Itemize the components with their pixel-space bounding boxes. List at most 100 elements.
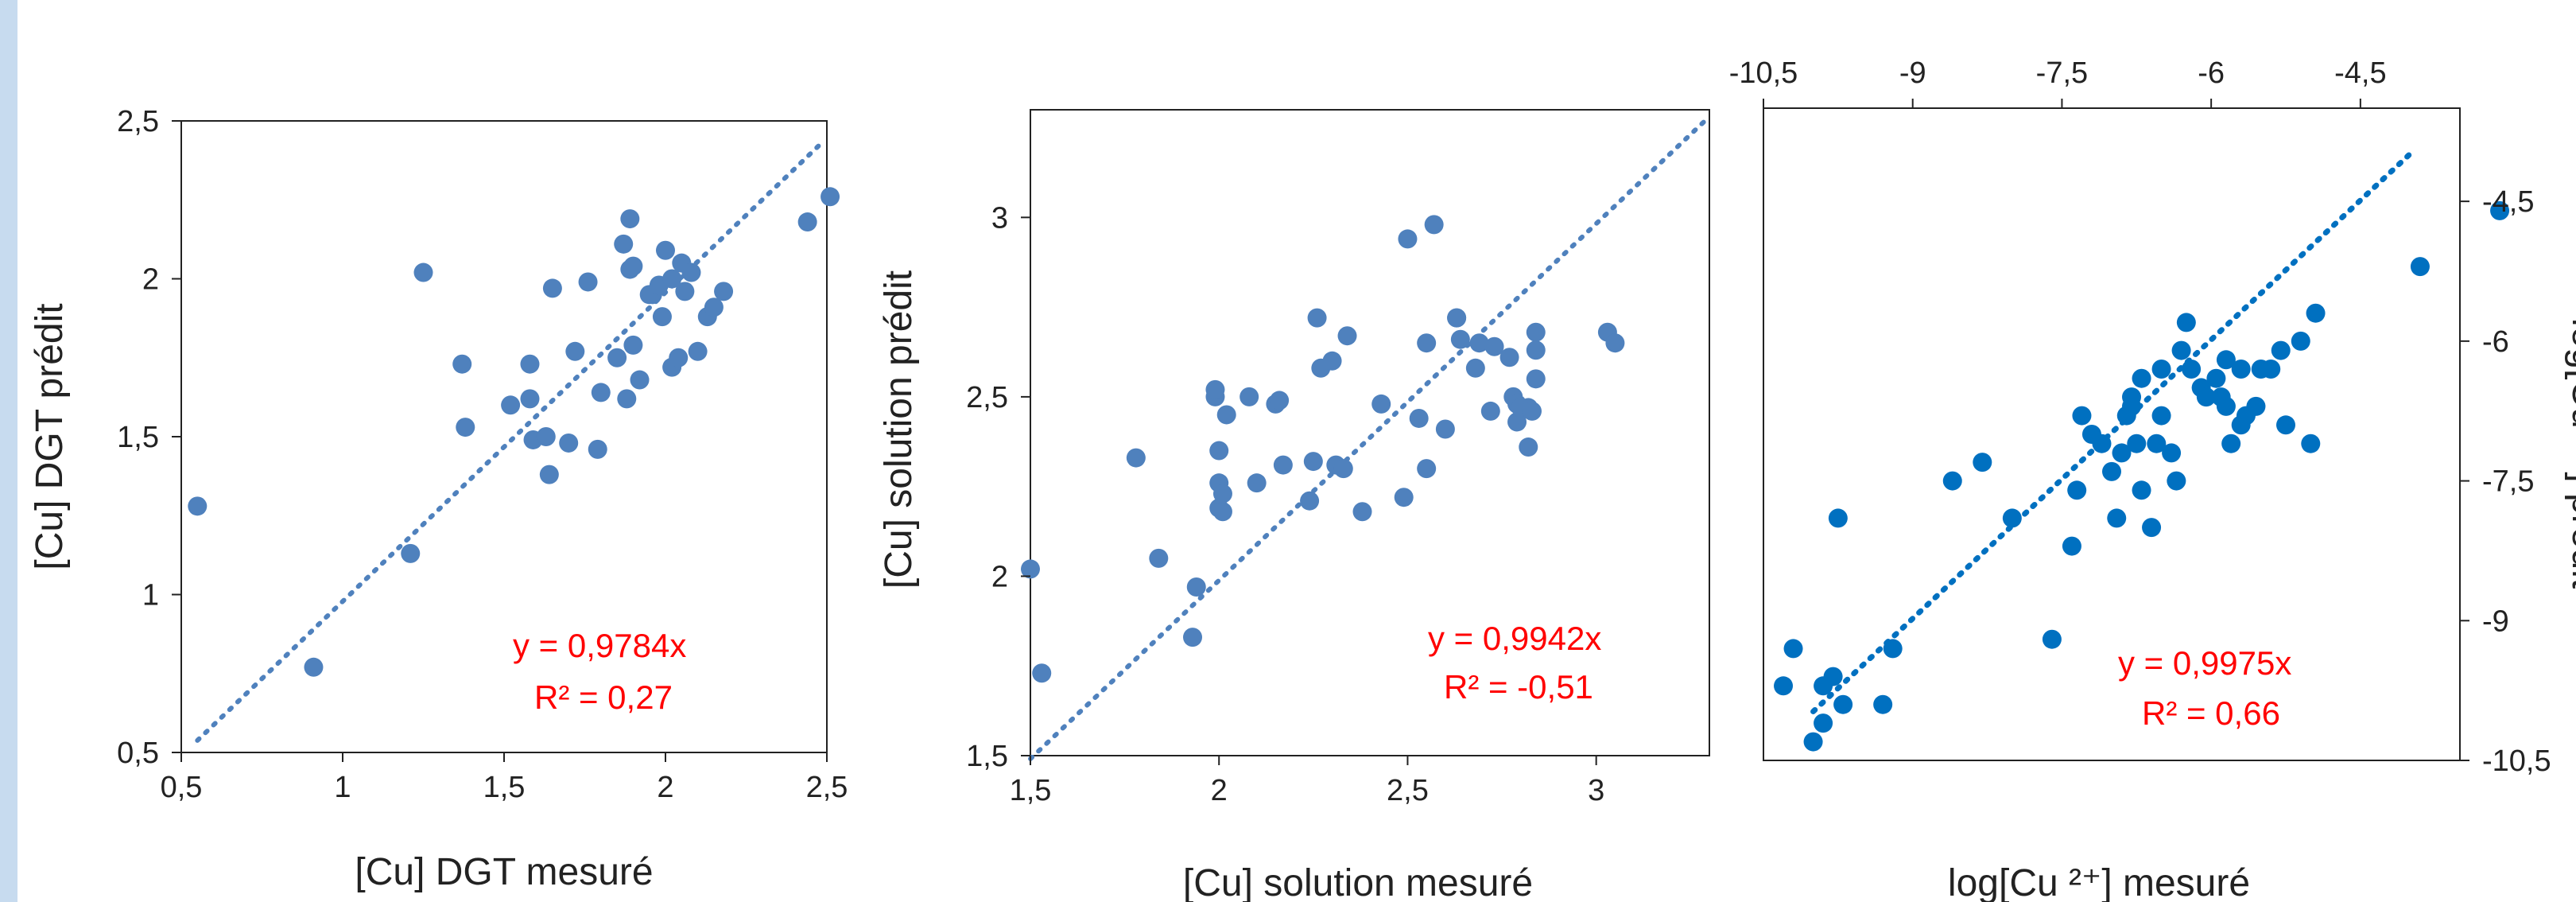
data-point — [704, 297, 724, 317]
x-tick-label: 0,5 — [161, 771, 203, 804]
data-point — [2221, 434, 2241, 453]
data-point — [1352, 502, 1372, 522]
data-point — [1126, 448, 1146, 468]
trendline — [1810, 150, 2413, 714]
data-point — [2176, 313, 2196, 332]
data-point — [656, 240, 675, 260]
data-point — [1417, 333, 1437, 353]
data-point — [2171, 340, 2191, 360]
y-tick-label: 1 — [142, 579, 159, 612]
data-point — [688, 341, 708, 361]
data-point — [2151, 406, 2171, 426]
data-point — [588, 439, 607, 459]
data-point — [452, 354, 472, 374]
y-tick-label: 3 — [991, 201, 1008, 235]
data-point — [1523, 401, 1542, 421]
x-tick-label: 2 — [657, 771, 673, 804]
data-point — [1216, 405, 1236, 425]
data-point — [591, 383, 611, 402]
y-axis-title: [Cu] solution prédit — [878, 270, 920, 589]
plot-frame — [1763, 107, 2461, 761]
data-point — [1270, 391, 1290, 410]
data-point — [2291, 331, 2310, 351]
trendline — [195, 142, 823, 743]
data-point — [565, 341, 585, 361]
equation-label: y = 0,9942x — [1428, 620, 1601, 657]
data-point — [1469, 333, 1489, 353]
data-point — [614, 234, 634, 254]
data-point — [1307, 308, 1327, 328]
data-point — [2196, 387, 2216, 407]
data-point — [2147, 434, 2167, 453]
plot-frame — [180, 120, 828, 753]
r-squared-label: R² = 0,27 — [534, 678, 673, 716]
data-point — [1447, 308, 1467, 328]
data-point — [2246, 396, 2266, 416]
y-tick-label: -7,5 — [2482, 465, 2534, 499]
data-point — [1205, 379, 1225, 399]
data-point — [578, 272, 598, 292]
data-point — [1507, 412, 1527, 432]
data-point — [630, 370, 650, 390]
data-point — [520, 389, 540, 409]
data-point — [623, 335, 643, 355]
y-tick-label: 0,5 — [117, 737, 159, 770]
data-point — [1526, 340, 1546, 360]
data-point — [2301, 434, 2321, 453]
data-point — [456, 418, 475, 437]
data-point — [2231, 360, 2251, 379]
data-point — [669, 348, 689, 367]
data-point — [2306, 303, 2326, 323]
y-axis-title: [Cu] DGT prédit — [29, 303, 71, 570]
x-tick-label: 2,5 — [1387, 774, 1429, 807]
data-point — [1973, 453, 1992, 472]
data-point — [501, 395, 521, 415]
data-point — [662, 269, 682, 289]
data-point — [2092, 434, 2112, 453]
data-point — [2276, 415, 2295, 435]
data-point — [1484, 336, 1504, 356]
data-point — [1883, 639, 1903, 659]
data-point — [1424, 215, 1444, 235]
data-point — [2271, 340, 2291, 360]
data-point — [2216, 396, 2236, 416]
data-point — [620, 209, 640, 229]
y-tick-label: -6 — [2482, 325, 2509, 359]
data-point — [2067, 480, 2087, 500]
x-tick-label: 1 — [334, 771, 351, 804]
data-point — [1273, 455, 1293, 475]
x-tick-label: 1,5 — [1010, 774, 1052, 807]
x-tick-label: 2,5 — [806, 771, 848, 804]
data-point — [1183, 628, 1203, 647]
y-tick-label: -10,5 — [2482, 745, 2551, 778]
data-point — [1499, 348, 1519, 367]
data-point — [2132, 368, 2151, 388]
r-squared-label: R² = 0,66 — [2142, 694, 2280, 732]
data-point — [1240, 387, 1259, 406]
data-point — [1394, 488, 1414, 507]
data-point — [2132, 480, 2151, 500]
data-point — [1398, 229, 1418, 249]
data-point — [2107, 508, 2127, 528]
data-point — [1942, 471, 1962, 491]
data-point — [1828, 508, 1848, 528]
data-point — [607, 348, 627, 367]
data-point — [1212, 484, 1232, 503]
data-point — [401, 543, 421, 563]
data-point — [1149, 548, 1169, 568]
chart-dgt-panel: 0,5 1 1,5 2 2,5 0,511,522,5 [Cu] DGT mesuré … — [29, 105, 848, 893]
data-point — [1186, 577, 1206, 597]
y-tick-label: 2,5 — [117, 105, 159, 138]
data-point — [2127, 434, 2147, 453]
trendline — [1028, 114, 1712, 761]
data-points — [1774, 200, 2510, 752]
data-points — [1021, 215, 1625, 683]
chart-log-panel: -10,5 -9 -7,5 -6 -4,5 -4,5 -6 -7,5 -9 -10,5 log[… — [1729, 56, 2576, 902]
left-border-strip — [0, 0, 17, 902]
x-tick-label: -7,5 — [2036, 56, 2088, 90]
data-point — [2142, 518, 2162, 538]
data-point — [2410, 257, 2430, 277]
x-tick-label: -4,5 — [2334, 56, 2386, 90]
